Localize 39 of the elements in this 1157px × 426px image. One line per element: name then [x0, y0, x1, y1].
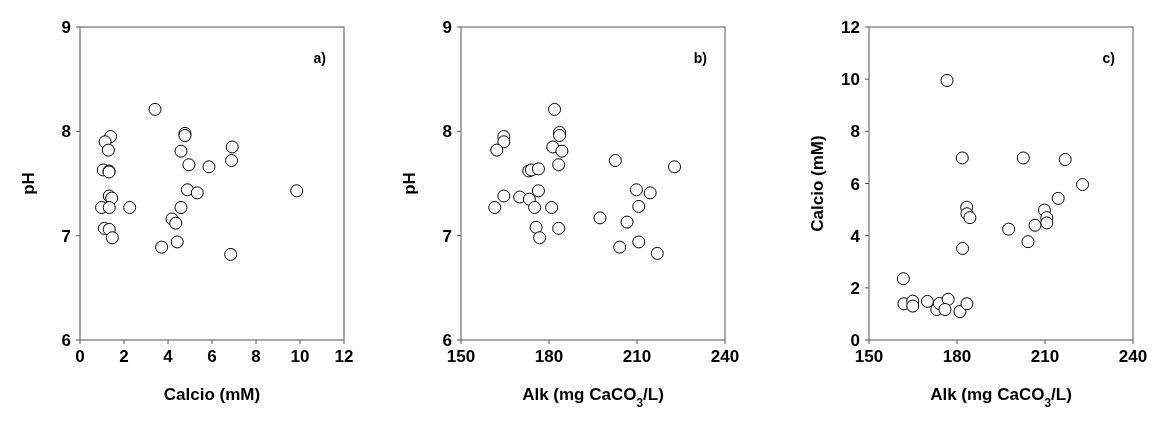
y-tick-label: 8 — [850, 122, 860, 142]
y-tick-label: 6 — [61, 331, 71, 350]
x-tick-label: 4 — [163, 347, 174, 366]
x-tick-label: 150 — [446, 347, 476, 366]
x-tick-label: 240 — [1118, 347, 1148, 366]
x-tick-label: 6 — [207, 347, 217, 366]
x-tick-label: 2 — [119, 347, 129, 366]
y-tick-label: 9 — [442, 18, 452, 37]
x-tick-label: 240 — [710, 347, 740, 366]
x-tick-label: 150 — [854, 347, 884, 366]
y-tick-label: 7 — [61, 226, 71, 246]
y-tick-label: 2 — [850, 278, 860, 298]
x-tick-label: 12 — [334, 347, 354, 366]
x-tick-label: 210 — [1030, 347, 1060, 366]
x-tick-label: 8 — [251, 347, 261, 366]
y-tick-label: 6 — [850, 174, 860, 194]
y-tick-label: 6 — [442, 331, 452, 350]
x-tick-label: 180 — [534, 347, 564, 366]
y-tick-label: 0 — [850, 331, 860, 350]
x-tick-label: 180 — [942, 347, 972, 366]
y-axis-title: pH — [400, 172, 419, 195]
annotation: a) — [313, 50, 326, 66]
x-tick-label: 0 — [75, 347, 85, 366]
x-axis-title: Alk (mg CaCO$_{3}$/L) — [522, 385, 664, 410]
x-tick-label: 10 — [290, 347, 310, 366]
annotation: c) — [1102, 50, 1115, 66]
x-axis-title: Calcio (mM) — [163, 385, 261, 404]
x-axis-title: Alk (mg CaCO$_{3}$/L) — [930, 385, 1072, 410]
y-tick-label: 8 — [442, 122, 452, 142]
x-tick-label: 210 — [622, 347, 652, 366]
y-tick-label: 7 — [442, 226, 452, 246]
y-tick-label: 4 — [850, 226, 861, 246]
y-tick-label: 10 — [841, 70, 860, 90]
annotation: b) — [693, 50, 707, 66]
y-tick-label: 8 — [61, 122, 71, 142]
y-axis-title: pH — [19, 172, 38, 195]
y-tick-label: 12 — [841, 18, 860, 37]
y-axis-title: Calcio (mM) — [808, 135, 827, 232]
y-tick-label: 9 — [61, 18, 71, 37]
